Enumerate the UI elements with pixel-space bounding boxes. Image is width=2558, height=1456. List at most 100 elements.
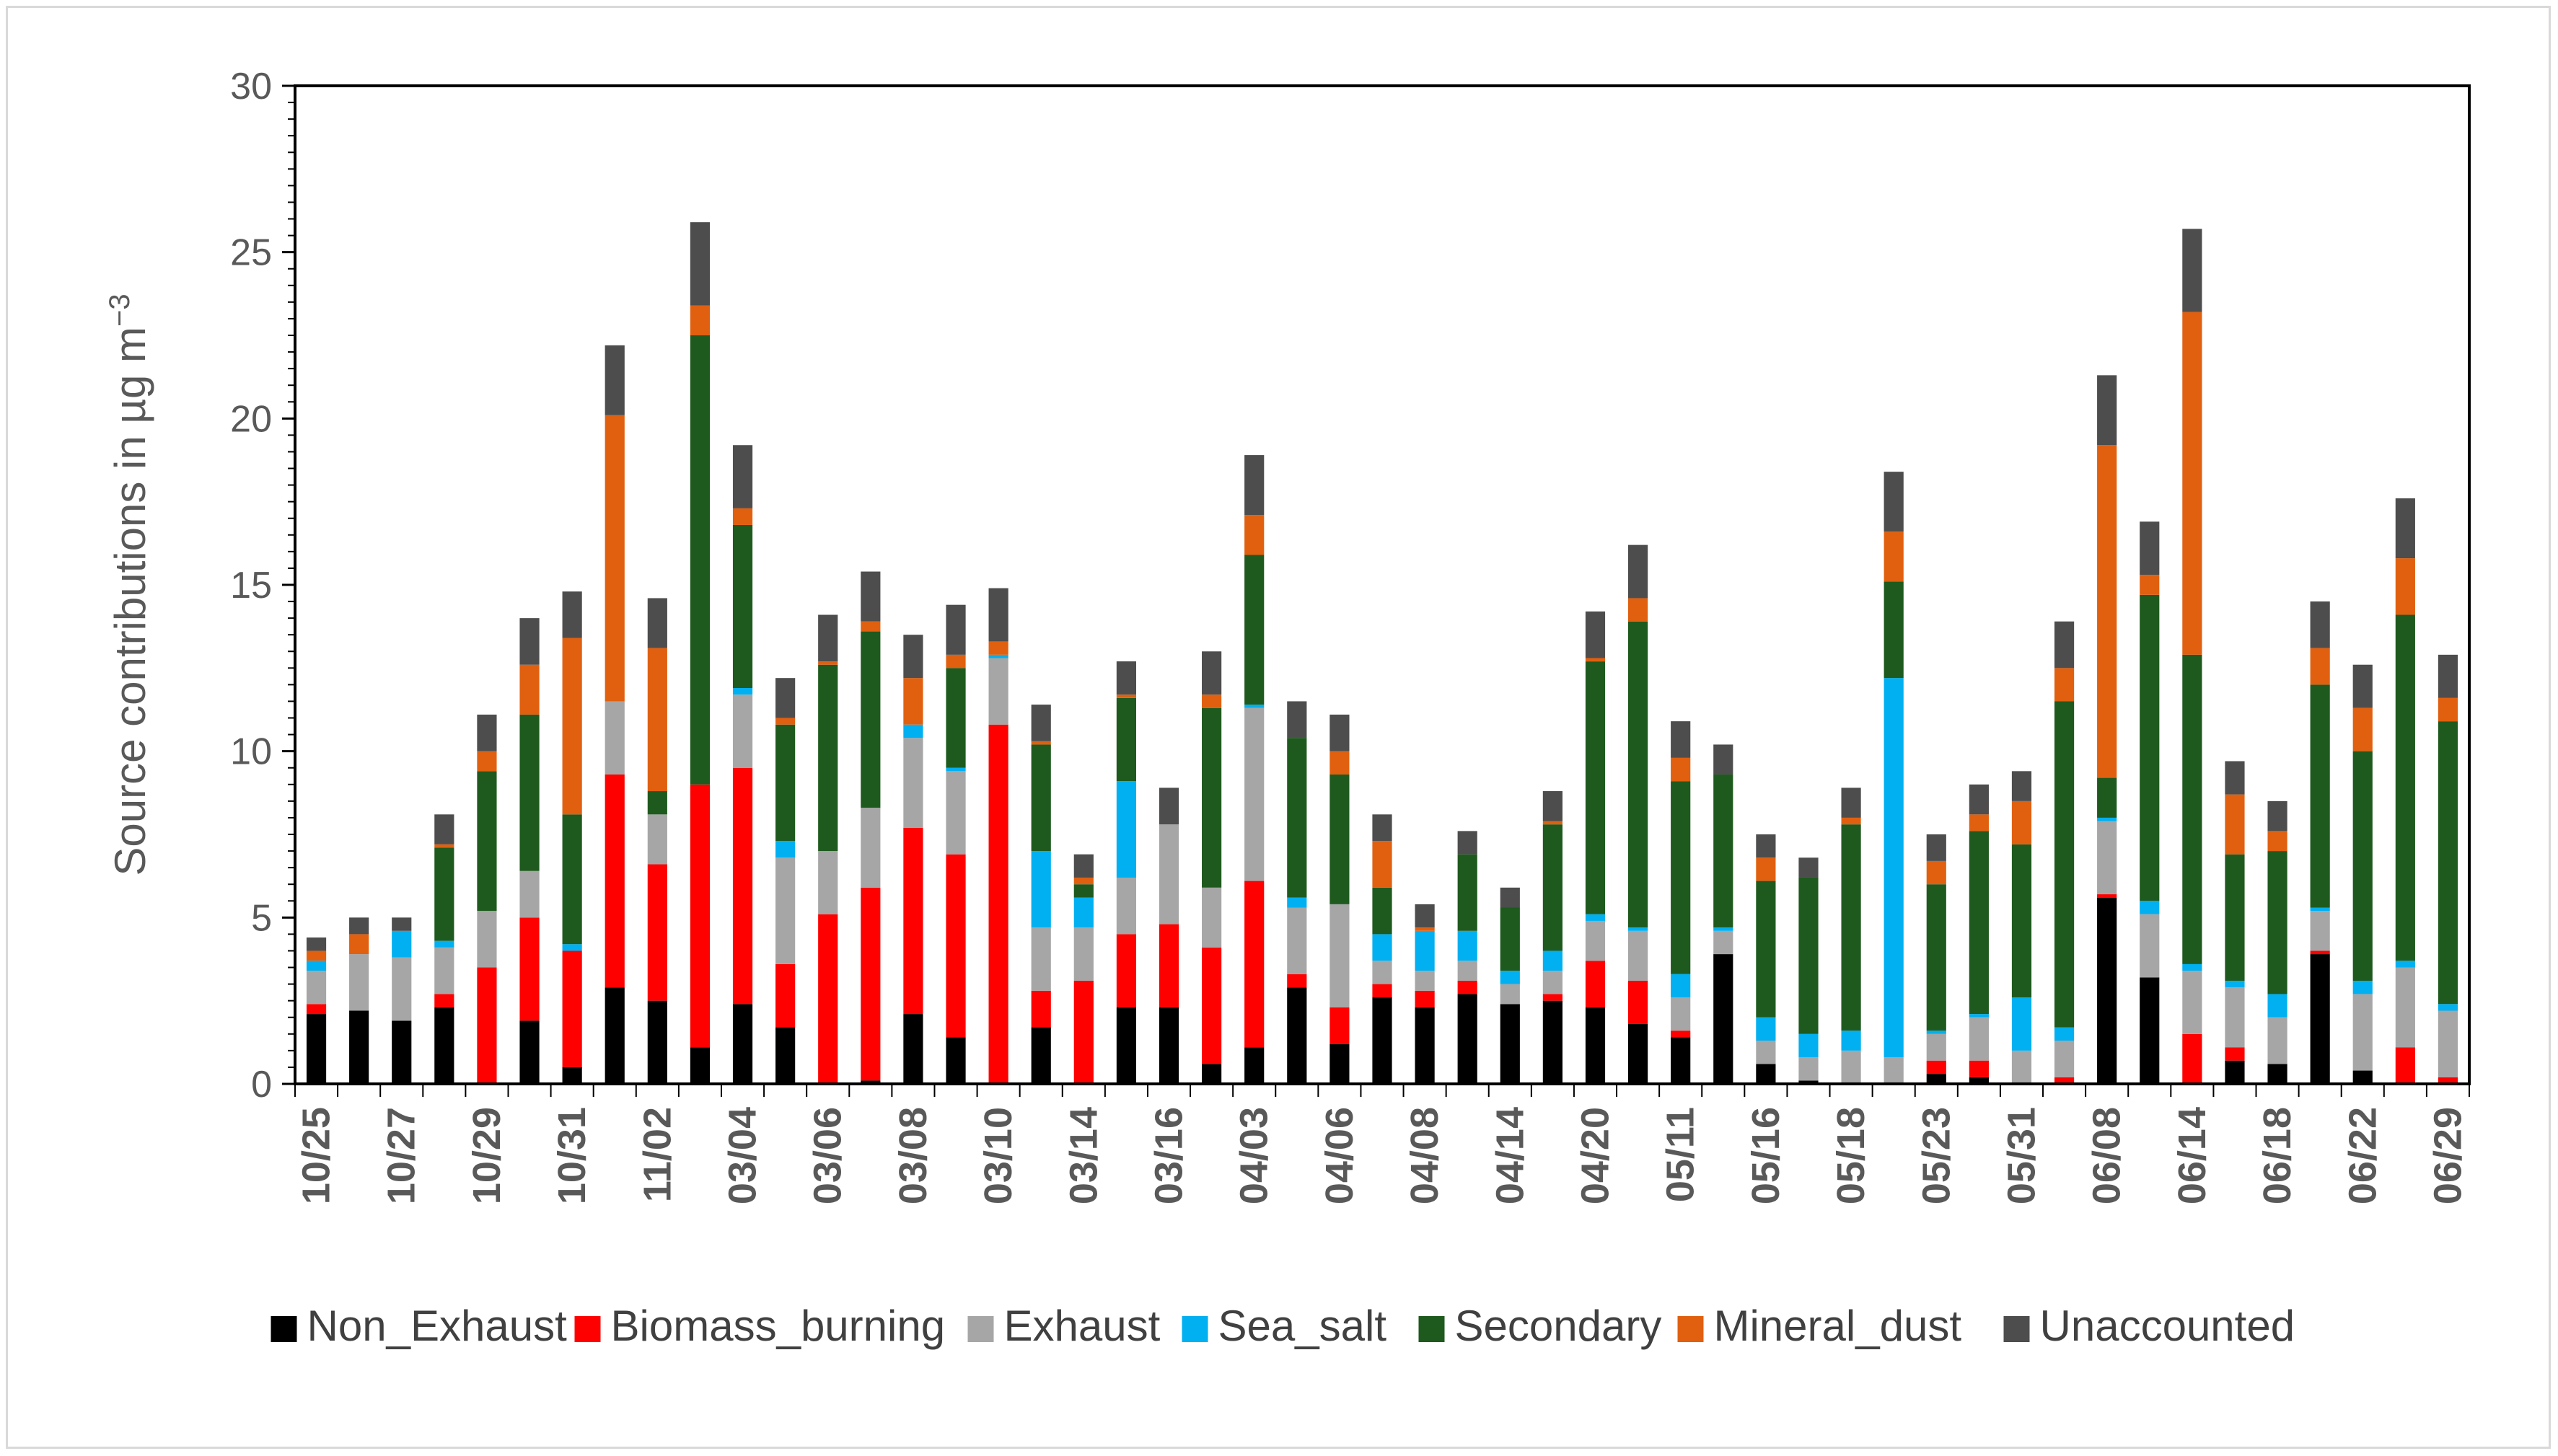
- x-axis: 10/25 10/27 10/29 10/31 11/02 03/04 03/06 03/08…: [294, 1084, 2470, 1204]
- bar-segment-mineral-dust: [519, 664, 540, 715]
- bar-segment-exhaust: [1031, 927, 1051, 991]
- bar-segment-non-exhaust: [1457, 994, 1477, 1084]
- bar-segment-unaccounted: [988, 588, 1008, 642]
- x-tick-label: 03/16: [1148, 1107, 1191, 1204]
- y-axis-title-main: Source contributions in µg m: [106, 327, 154, 876]
- bar-segment-unaccounted: [2395, 498, 2415, 559]
- bar-segment-exhaust: [434, 947, 454, 994]
- bar-segment-secondary: [1926, 884, 1946, 1031]
- bar-segment-mineral-dust: [988, 641, 1008, 655]
- x-tick-label: 03/14: [1062, 1107, 1105, 1204]
- bar-segment-unaccounted: [903, 635, 923, 679]
- bar-segment-mineral-dust: [349, 934, 369, 955]
- bar-segment-secondary: [2438, 721, 2458, 1005]
- bar-segment-exhaust: [1542, 971, 1563, 994]
- bar-segment-mineral-dust: [605, 415, 625, 702]
- bar-segment-exhaust: [1415, 971, 1435, 991]
- x-tick-label: 03/10: [977, 1107, 1020, 1204]
- bar-segment-secondary: [1884, 581, 1904, 679]
- bar-segment-exhaust: [2310, 911, 2330, 951]
- bar-segment-mineral-dust: [2395, 558, 2415, 615]
- bar-segment-secondary: [1756, 881, 1776, 1018]
- bar-segment-unaccounted: [1500, 887, 1520, 908]
- bar-segment-biomass-burning: [1244, 881, 1265, 1048]
- bar-segment-unaccounted: [519, 618, 540, 665]
- bar-segment-unaccounted: [562, 591, 582, 638]
- bar-segment-secondary: [1542, 824, 1563, 951]
- bar-segment-biomass-burning: [647, 864, 667, 1001]
- bar-segment-mineral-dust: [2054, 668, 2075, 702]
- bar-segment-biomass-burning: [605, 774, 625, 988]
- bar-segment-mineral-dust: [1372, 841, 1392, 888]
- bar-segment-sea-salt: [2267, 994, 2287, 1018]
- bar-segment-sea-salt: [2438, 1004, 2458, 1011]
- bar-segment-secondary: [818, 664, 838, 852]
- bar-segment-sea-salt: [1287, 897, 1307, 908]
- bar-segment-secondary: [647, 791, 667, 815]
- bar-segment-non-exhaust: [605, 987, 625, 1084]
- bar-segment-secondary: [1500, 907, 1520, 971]
- bar-segment-non-exhaust: [690, 1047, 711, 1084]
- bar-segment-unaccounted: [818, 614, 838, 662]
- bar-segment-biomass-burning: [1542, 994, 1563, 1001]
- bar-segment-mineral-dust: [2097, 445, 2117, 778]
- bar-segment-biomass-burning: [2395, 1047, 2415, 1084]
- x-tick-label: 06/08: [2085, 1107, 2129, 1204]
- bar-segment-biomass-burning: [2225, 1047, 2245, 1061]
- bar-segment-non-exhaust: [1671, 1037, 1691, 1084]
- legend-label-sea-salt: Sea_salt: [1218, 1302, 1387, 1350]
- bar-segment-mineral-dust: [1116, 694, 1137, 698]
- y-tick-label: 20: [230, 398, 272, 440]
- bar-segment-biomass-burning: [1202, 947, 1222, 1064]
- bar-segment-non-exhaust: [775, 1027, 796, 1084]
- bar-segment-unaccounted: [1457, 831, 1477, 855]
- bar-segment-sea-salt: [1713, 927, 1733, 931]
- x-tick-label: 03/04: [721, 1107, 765, 1204]
- bar-segment-exhaust: [1073, 927, 1094, 981]
- bar-segment-non-exhaust: [1415, 1007, 1435, 1084]
- legend-label-unaccounted: Unaccounted: [2040, 1302, 2295, 1350]
- bar-segment-unaccounted: [2225, 761, 2245, 795]
- bar-segment-secondary: [1969, 831, 1989, 1015]
- bar-segment-mineral-dust: [2438, 697, 2458, 722]
- bar-segment-biomass-burning: [903, 827, 923, 1015]
- y-tick-label: 0: [251, 1064, 272, 1106]
- bar-segment-sea-salt: [2182, 963, 2202, 971]
- bar-segment-sea-salt: [1031, 851, 1051, 928]
- bar-segment-biomass-burning: [1969, 1060, 1989, 1077]
- bar-segment-non-exhaust: [946, 1037, 966, 1084]
- bar-segment-non-exhaust: [2097, 897, 2117, 1084]
- bar-segment-sea-salt: [392, 930, 412, 958]
- bar-segment-exhaust: [2182, 971, 2202, 1034]
- bar-segment-exhaust: [2140, 914, 2160, 978]
- bar-segment-exhaust: [519, 870, 540, 918]
- bar-segment-non-exhaust: [861, 1080, 881, 1084]
- x-tick-label: 05/23: [1915, 1107, 1958, 1204]
- bar-segment-biomass-burning: [2097, 894, 2117, 898]
- bar-segment-sea-salt: [562, 944, 582, 951]
- bar-segment-exhaust: [2352, 994, 2373, 1071]
- bar-segment-sea-salt: [988, 654, 1008, 658]
- bar-segment-unaccounted: [2352, 664, 2373, 708]
- bar-segment-non-exhaust: [1926, 1074, 1946, 1084]
- bar-segment-exhaust: [818, 851, 838, 914]
- bar-segment-secondary: [946, 668, 966, 768]
- bar-segment-mineral-dust: [1244, 515, 1265, 555]
- bar-segment-exhaust: [732, 694, 753, 768]
- bar-segment-exhaust: [1202, 887, 1222, 948]
- bar-segment-unaccounted: [1244, 455, 1265, 516]
- bar-segment-secondary: [1627, 621, 1648, 928]
- bar-segment-biomass-burning: [1031, 990, 1051, 1028]
- bar-segment-unaccounted: [1287, 701, 1307, 738]
- y-axis-title-superscript: −3: [104, 294, 136, 327]
- bar-segment-mineral-dust: [1756, 857, 1776, 881]
- bar-segment-exhaust: [1671, 997, 1691, 1031]
- bar-segment-sea-salt: [1884, 678, 1904, 1058]
- bar-segment-unaccounted: [1969, 784, 1989, 815]
- bar-segment-unaccounted: [1756, 834, 1776, 858]
- bar-segment-exhaust: [2097, 821, 2117, 895]
- bar-segment-sea-salt: [1415, 930, 1435, 971]
- bar-segment-non-exhaust: [647, 1000, 667, 1084]
- legend-swatch-mineral-dust: [1677, 1316, 1704, 1342]
- bar-segment-secondary: [2310, 684, 2330, 908]
